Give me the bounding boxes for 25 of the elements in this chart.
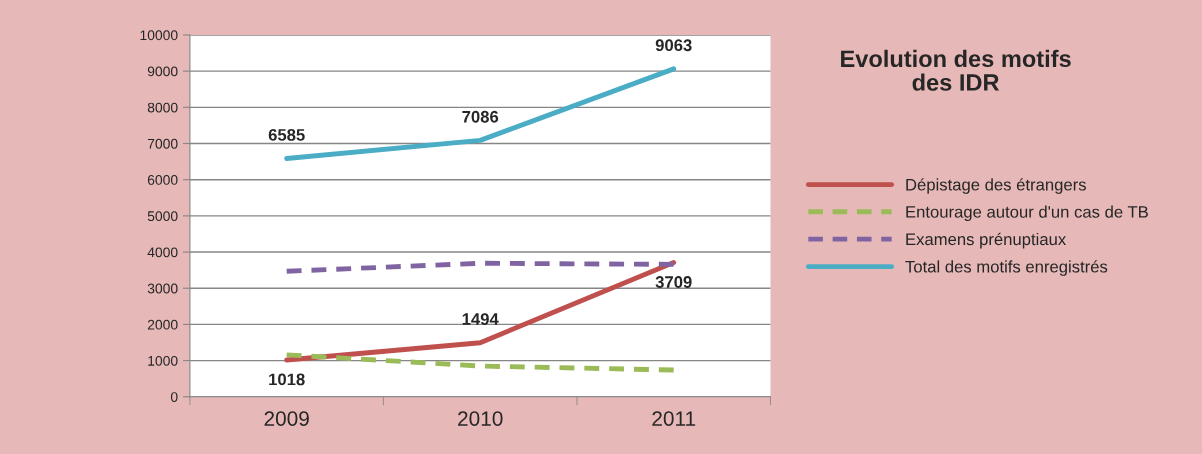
data-label: 7086 bbox=[462, 110, 499, 123]
x-tick-label: 2010 bbox=[458, 411, 503, 426]
y-tick-label: 2000 bbox=[147, 319, 178, 330]
y-tick-label: 7000 bbox=[147, 138, 178, 149]
y-tick-label: 0 bbox=[170, 392, 178, 402]
y-tick-label: 9000 bbox=[147, 66, 178, 77]
y-tick-label: 4000 bbox=[147, 247, 178, 258]
legend-label: Entourage autour d'un cas de TB bbox=[906, 205, 1148, 222]
text: Evolution des motifs des IDR bbox=[841, 49, 1071, 91]
y-tick-label: 10000 bbox=[140, 30, 178, 41]
y-tick-label: 1000 bbox=[148, 355, 178, 366]
y-tick-label: 8000 bbox=[147, 102, 178, 113]
legend-label: Total des motifs enregistrés bbox=[905, 260, 1108, 276]
data-label: 3709 bbox=[655, 276, 692, 288]
data-label: 6585 bbox=[268, 128, 305, 141]
legend-label: Examens prénuptiaux bbox=[906, 232, 1067, 249]
x-tick-label: 2009 bbox=[264, 411, 309, 426]
data-label: 1018 bbox=[269, 373, 305, 386]
data-label: 9063 bbox=[655, 39, 692, 52]
y-tick-label: 6000 bbox=[147, 175, 178, 185]
x-tick-label: 2011 bbox=[652, 411, 696, 426]
legend-label: Dépistage des étrangers bbox=[906, 178, 1086, 194]
y-tick-label: 5000 bbox=[147, 211, 178, 222]
y-tick-label: 3000 bbox=[147, 283, 178, 294]
data-label: 1494 bbox=[462, 313, 499, 325]
